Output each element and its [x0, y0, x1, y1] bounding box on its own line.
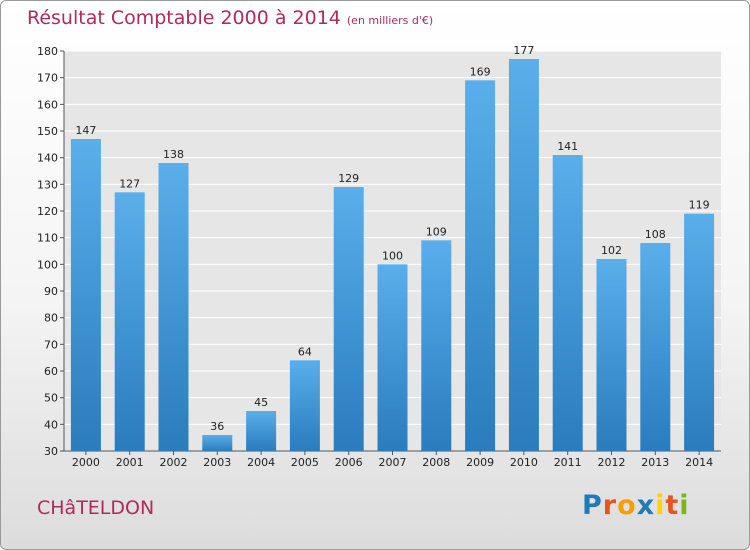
y-tick-label: 70 [44, 338, 58, 351]
logo-letter: t [665, 490, 680, 521]
x-tick-label: 2006 [335, 456, 363, 469]
x-tick-label: 2002 [160, 456, 188, 469]
data-label: 119 [689, 199, 710, 212]
y-tick-label: 110 [37, 232, 58, 245]
bar [202, 435, 233, 451]
location-name: CHâTELDON [37, 497, 155, 519]
logo-letter: i [679, 490, 690, 521]
x-tick-label: 2003 [203, 456, 231, 469]
y-tick-label: 60 [44, 365, 58, 378]
x-tick-label: 2007 [379, 456, 407, 469]
x-tick-label: 2004 [247, 456, 275, 469]
bar [508, 59, 539, 451]
data-label: 45 [254, 396, 268, 409]
bar [421, 240, 452, 451]
chart-title-text: Résultat Comptable 2000 à 2014 [27, 7, 341, 29]
y-tick-label: 40 [44, 418, 58, 431]
bar [70, 139, 101, 451]
y-tick-label: 170 [37, 72, 58, 85]
x-tick-label: 2000 [72, 456, 100, 469]
data-label: 36 [210, 420, 224, 433]
y-tick-label: 120 [37, 205, 58, 218]
bar [246, 411, 277, 451]
y-tick-label: 180 [37, 45, 58, 58]
bar [684, 213, 715, 451]
data-label: 100 [382, 249, 403, 262]
x-tick-label: 2013 [641, 456, 669, 469]
x-tick-label: 2005 [291, 456, 319, 469]
y-tick-label: 100 [37, 258, 58, 271]
y-tick-label: 30 [44, 445, 58, 458]
x-tick-label: 2014 [685, 456, 713, 469]
x-tick-label: 2008 [422, 456, 450, 469]
bar [465, 80, 496, 451]
y-tick-label: 150 [37, 125, 58, 138]
y-tick-label: 130 [37, 178, 58, 191]
bar [114, 192, 145, 452]
y-tick-label: 140 [37, 152, 58, 165]
logo-letter: r [602, 490, 618, 521]
data-label: 138 [163, 148, 184, 161]
y-tick-label: 50 [44, 392, 58, 405]
data-label: 109 [426, 225, 447, 238]
x-tick-label: 2010 [510, 456, 538, 469]
x-tick-label: 2009 [466, 456, 494, 469]
bar [333, 187, 364, 451]
x-tick-label: 2011 [554, 456, 582, 469]
chart-subtitle: (en milliers d'€) [346, 14, 434, 27]
x-tick-label: 2012 [598, 456, 626, 469]
y-tick-label: 160 [37, 98, 58, 111]
proxiti-logo: Proxiti [582, 490, 690, 521]
bar [158, 163, 189, 451]
logo-letter: x [636, 490, 656, 521]
logo-letter: P [582, 490, 603, 521]
data-label: 177 [513, 44, 534, 57]
bar [596, 259, 627, 451]
data-label: 127 [119, 177, 140, 190]
bar [552, 155, 583, 451]
logo-letter: i [655, 490, 666, 521]
chart-title: Résultat Comptable 2000 à 2014 (en millie… [27, 7, 433, 29]
bar [289, 360, 320, 451]
data-label: 169 [470, 65, 491, 78]
data-label: 64 [298, 345, 312, 358]
x-tick-label: 2001 [116, 456, 144, 469]
bar [377, 264, 408, 451]
data-label: 102 [601, 244, 622, 257]
y-tick-label: 80 [44, 312, 58, 325]
data-label: 141 [557, 140, 578, 153]
y-tick-label: 90 [44, 285, 58, 298]
data-label: 108 [645, 228, 666, 241]
bar [640, 243, 671, 451]
data-label: 147 [75, 124, 96, 137]
data-label: 129 [338, 172, 359, 185]
logo-letter: o [617, 490, 637, 521]
